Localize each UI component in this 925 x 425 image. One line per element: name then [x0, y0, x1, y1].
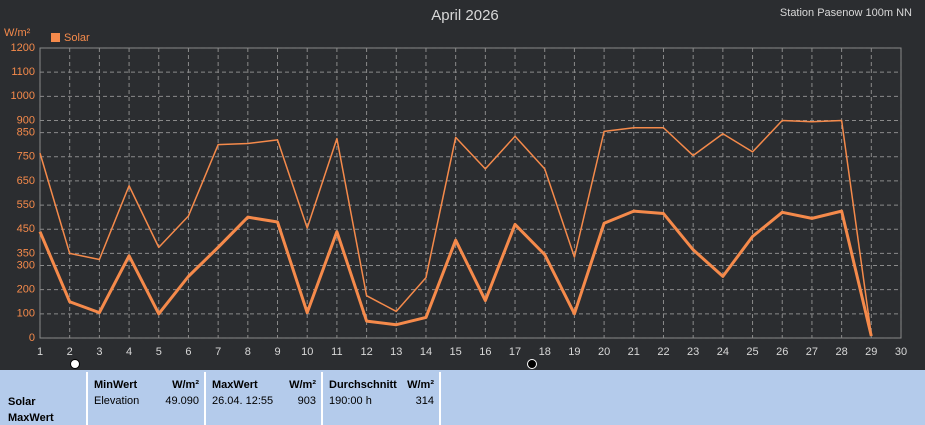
y-tick-label: 850 [17, 126, 35, 138]
x-tick-label: 2 [67, 346, 73, 358]
y-tick-label: 1000 [11, 90, 35, 102]
x-tick-label: 15 [450, 346, 462, 358]
stats-header: Durchschnitt [329, 379, 397, 391]
x-tick-label: 8 [245, 346, 251, 358]
stats-value: 903 [298, 395, 316, 407]
y-tick-label: 550 [17, 199, 35, 211]
stats-header: MaxWert [212, 379, 258, 391]
x-tick-label: 18 [539, 346, 551, 358]
x-tick-label: 21 [628, 346, 640, 358]
y-tick-label: 1100 [11, 66, 35, 78]
x-tick-label: 12 [360, 346, 372, 358]
stats-key: 26.04. 12:55 [212, 395, 273, 407]
y-tick-label: 1200 [11, 42, 35, 54]
stats-panel [0, 370, 925, 425]
stats-value: 314 [416, 395, 434, 407]
y-tick-label: 200 [17, 284, 35, 296]
x-tick-label: 3 [96, 346, 102, 358]
y-tick-label: 900 [17, 114, 35, 126]
stats-unit: W/m² [289, 379, 316, 391]
y-tick-label: 650 [17, 175, 35, 187]
x-tick-label: 10 [301, 346, 313, 358]
x-tick-label: 26 [776, 346, 788, 358]
series-line [38, 209, 873, 337]
stats-label: Solar [8, 396, 36, 408]
x-tick-label: 4 [126, 346, 132, 358]
stats: Solar MaxWert MinWert W/m² Elevation 49.090… [8, 372, 441, 425]
moon-icon [527, 359, 537, 369]
y-tick-label: 300 [17, 259, 35, 271]
y-tick-label: 100 [17, 308, 35, 320]
x-tick-label: 5 [156, 346, 162, 358]
x-tick-label: 23 [687, 346, 699, 358]
x-tick-label: 20 [598, 346, 610, 358]
chart-title: April 2026 [431, 7, 499, 24]
x-tick-label: 19 [568, 346, 580, 358]
legend-swatch [51, 33, 60, 42]
stats-value: 49.090 [165, 395, 199, 407]
legend-label: Solar [64, 32, 90, 44]
x-tick-label: 1 [37, 346, 43, 358]
x-tick-label: 24 [717, 346, 729, 358]
y-unit: W/m² [4, 27, 31, 39]
series-line [39, 119, 873, 336]
x-tick-label: 17 [509, 346, 521, 358]
y-tick-label: 750 [17, 151, 35, 163]
x-tick-label: 22 [657, 346, 669, 358]
stats-unit: W/m² [407, 379, 434, 391]
x-tick-label: 29 [865, 346, 877, 358]
moon-icon [70, 359, 80, 369]
x-tick-label: 7 [215, 346, 221, 358]
y-tick-label: 0 [29, 332, 35, 344]
x-tick-label: 28 [835, 346, 847, 358]
chart-background [0, 0, 925, 370]
stats-key: 190:00 h [329, 395, 372, 407]
x-tick-label: 11 [331, 346, 342, 358]
x-tick-label: 25 [746, 346, 758, 358]
x-tick-label: 6 [185, 346, 191, 358]
x-tick-label: 13 [390, 346, 402, 358]
y-tick-label: 450 [17, 223, 35, 235]
stats-key: Elevation [94, 395, 139, 407]
stats-header: MinWert [94, 379, 138, 391]
station: Station Pasenow 100m NN [780, 7, 912, 19]
x-tick-label: 30 [895, 346, 907, 358]
x-tick-label: 27 [806, 346, 818, 358]
y-tick-label: 350 [17, 247, 35, 259]
stats-unit: W/m² [172, 379, 199, 391]
x-tick-label: 14 [420, 346, 432, 358]
x-tick-label: 9 [274, 346, 280, 358]
x-tick-label: 16 [479, 346, 491, 358]
stats-sublabel: MaxWert [8, 412, 54, 424]
